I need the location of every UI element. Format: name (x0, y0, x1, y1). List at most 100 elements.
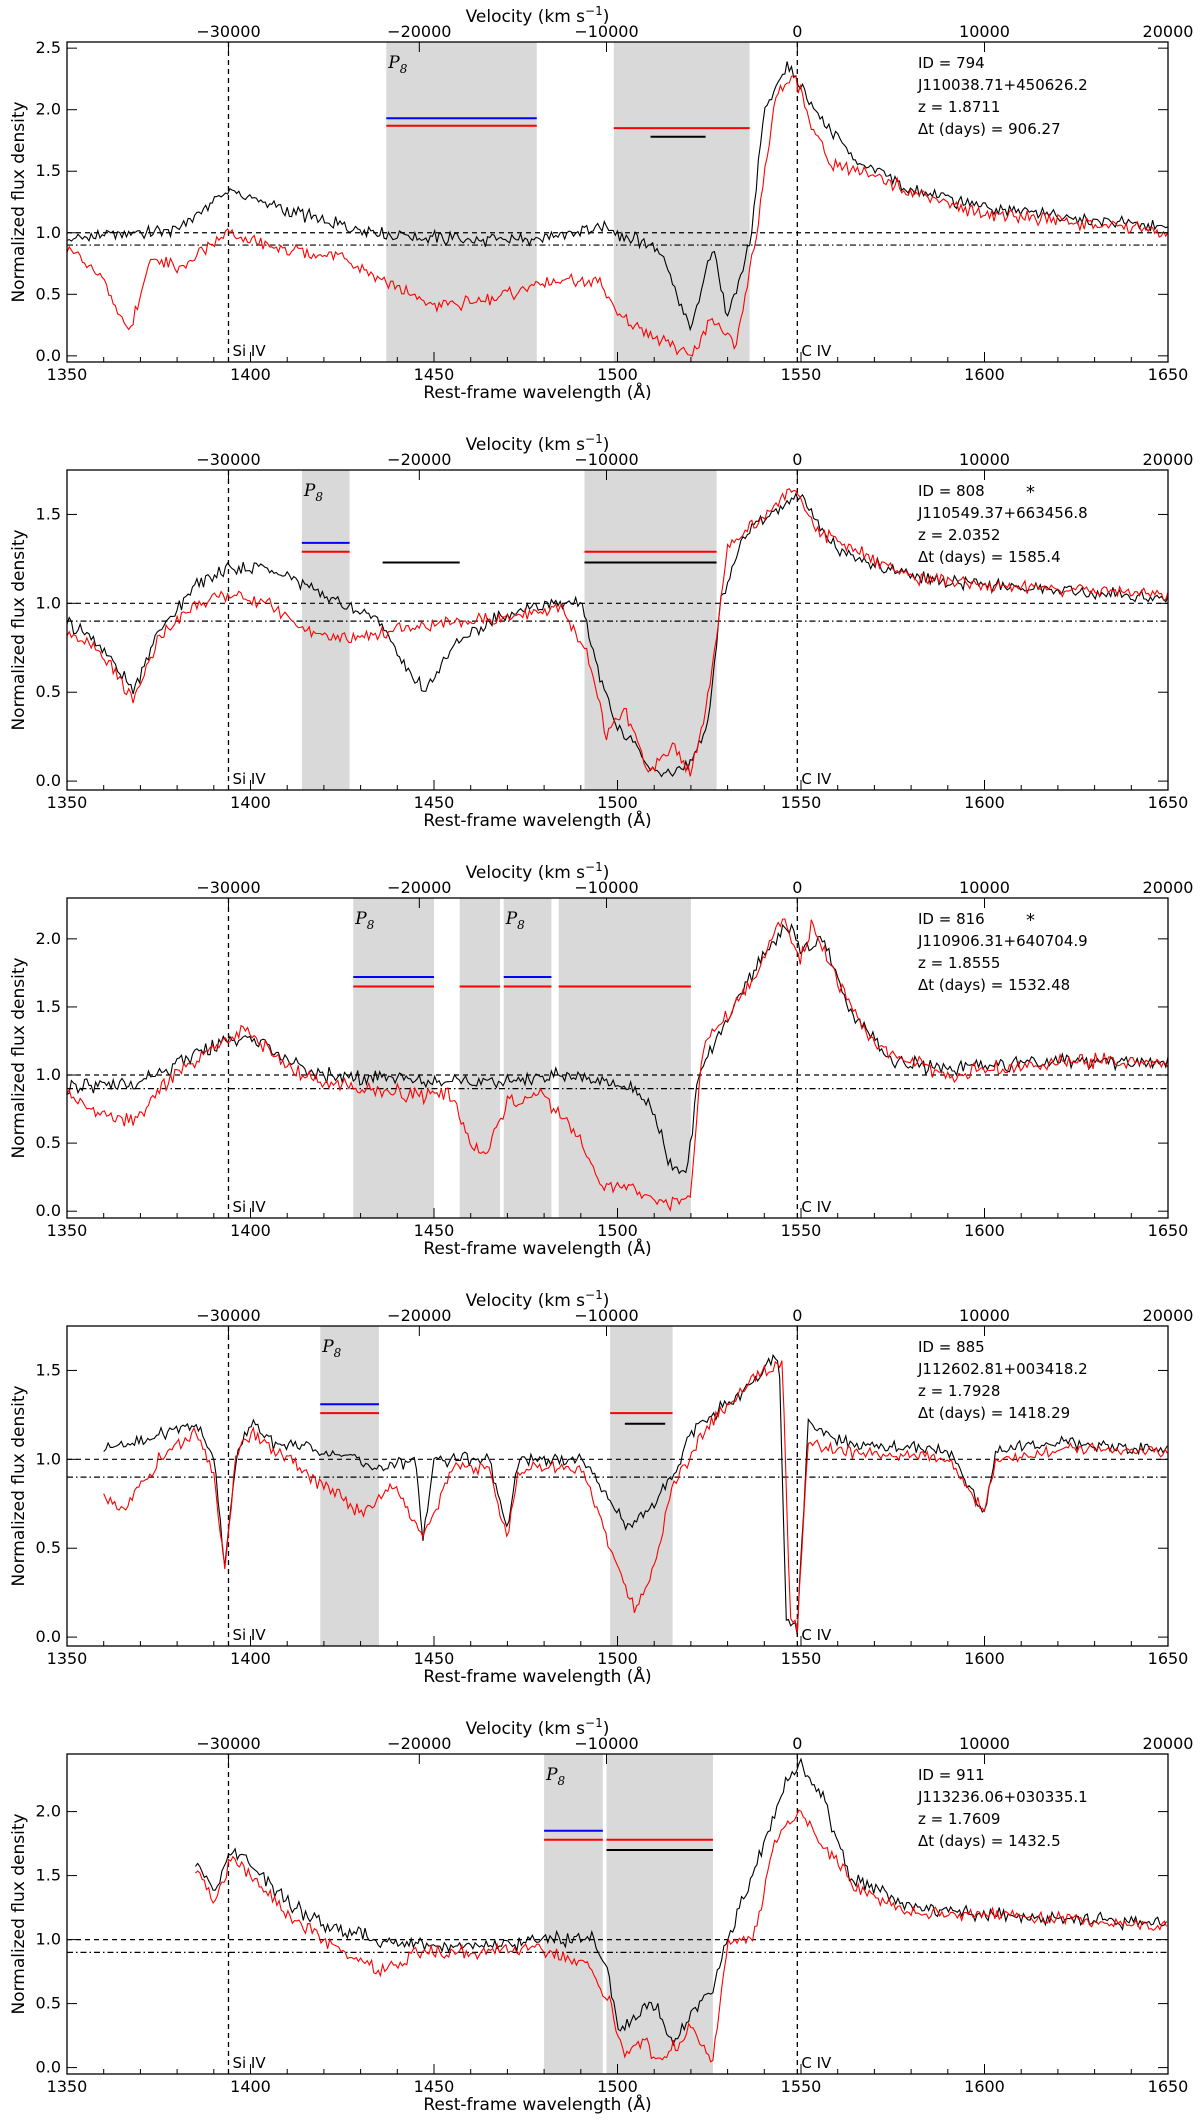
x-tick-label: 1600 (964, 2077, 1005, 2096)
line-marker-label: Si IV (232, 1626, 266, 1644)
y-tick-label: 2.0 (36, 929, 61, 948)
y-tick-label: 0.5 (36, 284, 61, 303)
line-marker-label: Si IV (232, 1198, 266, 1216)
x-axis-title: Rest-frame wavelength (Å) (423, 809, 651, 831)
velocity-unit-close: ) (603, 1291, 610, 1311)
object-id: ID = 808 (918, 482, 985, 500)
line-marker-label: C IV (801, 1626, 832, 1644)
ps-subscript: 8 (334, 1346, 342, 1360)
line-marker-label: C IV (801, 342, 832, 360)
line-marker-label: Si IV (232, 342, 266, 360)
velocity-axis-title: Velocity (km s−1) (466, 860, 610, 883)
object-id: ID = 816 (918, 910, 985, 928)
x-tick-label: 1450 (414, 793, 455, 812)
x-tick-label: 1600 (964, 793, 1005, 812)
shaded-region (353, 898, 434, 1218)
velocity-tick-label: −30000 (196, 878, 260, 897)
y-tick-label: 1.0 (36, 1065, 61, 1084)
y-tick-label: 0.0 (36, 346, 61, 365)
shaded-region (584, 470, 717, 790)
spectrum-epoch2 (195, 1809, 1168, 2063)
object-name: J112602.81+003418.2 (917, 1360, 1088, 1378)
object-star: * (1026, 910, 1035, 931)
velocity-tick-label: −10000 (574, 1306, 638, 1325)
x-tick-label: 1650 (1148, 1221, 1189, 1240)
object-star: * (1026, 482, 1035, 503)
velocity-tick-label: 20000 (1143, 1734, 1194, 1753)
y-tick-label: 1.5 (36, 161, 61, 180)
object-id: ID = 911 (918, 1766, 985, 1784)
velocity-tick-label: 0 (792, 878, 802, 897)
x-axis-title: Rest-frame wavelength (Å) (423, 1237, 651, 1259)
x-tick-label: 1550 (781, 2077, 822, 2096)
x-tick-label: 1400 (230, 2077, 271, 2096)
object-delta-t: Δt (days) = 1585.4 (918, 548, 1061, 566)
velocity-tick-label: −30000 (196, 22, 260, 41)
shaded-region (459, 898, 501, 1218)
x-tick-label: 1450 (414, 1221, 455, 1240)
ps-subscript: 8 (400, 62, 408, 76)
velocity-unit-exponent: −1 (585, 1288, 603, 1302)
velocity-unit-exponent: −1 (585, 860, 603, 874)
velocity-tick-label: 20000 (1143, 22, 1194, 41)
object-redshift: z = 1.7609 (918, 1810, 1000, 1828)
line-marker-label: C IV (801, 2054, 832, 2072)
line-marker-label: Si IV (232, 2054, 266, 2072)
spectrum-epoch1 (66, 61, 1169, 332)
object-name: J110549.37+663456.8 (917, 504, 1088, 522)
y-tick-label: 0.0 (36, 1627, 61, 1646)
y-tick-label: 2.0 (36, 1802, 61, 1821)
y-tick-label: 0.5 (36, 1538, 61, 1557)
y-axis-title: Normalized flux density (9, 1385, 29, 1586)
velocity-axis-title: Velocity (km s−1) (466, 432, 610, 455)
y-tick-label: 1.0 (36, 1930, 61, 1949)
velocity-tick-label: −10000 (574, 878, 638, 897)
y-tick-label: 0.0 (36, 771, 61, 790)
ps-subscript: 8 (558, 1774, 566, 1788)
shaded-region (558, 898, 691, 1218)
y-tick-label: 1.5 (36, 1866, 61, 1885)
ps-subscript: 8 (517, 918, 525, 932)
shaded-region (503, 898, 552, 1218)
y-axis-title: Normalized flux density (9, 957, 29, 1158)
velocity-tick-label: 0 (792, 22, 802, 41)
spectrum-epoch2 (66, 488, 1169, 777)
y-tick-label: 0.5 (36, 1994, 61, 2013)
x-tick-label: 1400 (230, 1649, 271, 1668)
x-tick-label: 1650 (1148, 793, 1189, 812)
x-axis-title: Rest-frame wavelength (Å) (423, 2093, 651, 2115)
velocity-tick-label: −30000 (196, 1306, 260, 1325)
velocity-unit-exponent: −1 (585, 4, 603, 18)
velocity-tick-label: 10000 (959, 450, 1010, 469)
x-tick-label: 1550 (781, 1221, 822, 1240)
x-tick-label: 1500 (597, 365, 638, 384)
x-tick-label: 1650 (1148, 365, 1189, 384)
y-tick-label: 0.5 (36, 682, 61, 701)
x-tick-label: 1350 (47, 793, 88, 812)
shaded-region (613, 42, 750, 362)
x-tick-label: 1350 (47, 365, 88, 384)
velocity-tick-label: 0 (792, 1306, 802, 1325)
x-tick-label: 1500 (597, 793, 638, 812)
velocity-axis-title: Velocity (km s−1) (466, 1288, 610, 1311)
spectrum-epoch2 (103, 1360, 1168, 1634)
y-tick-label: 1.5 (36, 1360, 61, 1379)
y-tick-label: 1.5 (36, 997, 61, 1016)
x-tick-label: 1500 (597, 1649, 638, 1668)
line-marker-label: Si IV (232, 770, 266, 788)
shaded-region (320, 1326, 379, 1646)
velocity-tick-label: 20000 (1143, 878, 1194, 897)
velocity-unit-close: ) (603, 435, 610, 455)
velocity-tick-label: −10000 (574, 22, 638, 41)
velocity-tick-label: −10000 (574, 450, 638, 469)
spectrum-epoch2 (66, 918, 1169, 1212)
y-tick-label: 0.5 (36, 1133, 61, 1152)
velocity-tick-label: 10000 (959, 22, 1010, 41)
y-axis-title: Normalized flux density (9, 101, 29, 302)
velocity-tick-label: 0 (792, 450, 802, 469)
x-tick-label: 1450 (414, 1649, 455, 1668)
y-tick-label: 1.5 (36, 504, 61, 523)
